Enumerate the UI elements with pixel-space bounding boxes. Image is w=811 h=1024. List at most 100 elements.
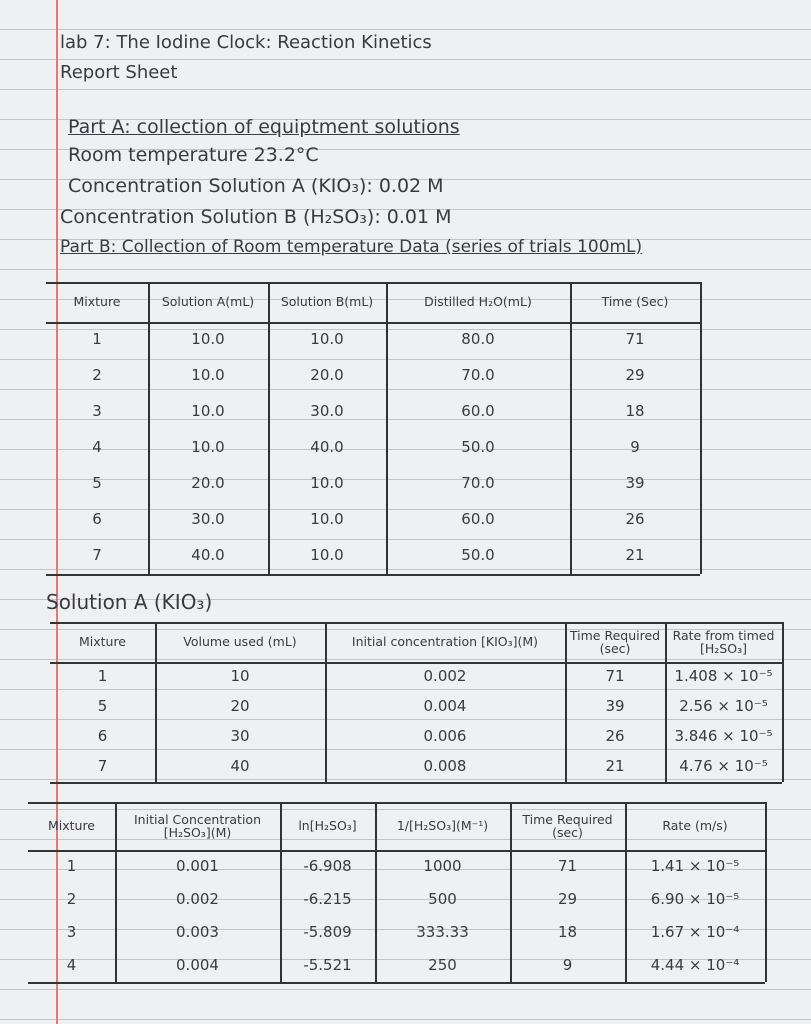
table-cell: 5 [97,697,108,716]
table-cell: 40 [230,757,250,776]
table-header: Time (Sec) [601,294,669,310]
table-cell: 2 [92,366,102,385]
row-rule [46,322,700,324]
section-heading: Solution A (KIO₃) [46,590,213,614]
table-cell: 3 [66,922,77,941]
part-a: Part A: collection of equiptment solutio… [68,116,460,138]
table-cell: 1.67 × 10⁻⁴ [650,922,740,941]
table-cell: 60.0 [461,510,495,529]
table-cell: 6 [92,510,102,529]
column-rule [148,282,150,574]
room-temperature: Room temperature 23.2°C [68,144,319,166]
table-cell: 29 [625,366,645,385]
column-rule [375,802,377,982]
table-cell: 10.0 [310,474,344,493]
table-cell: 4.76 × 10⁻⁵ [679,757,768,776]
table-cell: 7 [97,757,108,776]
table-header: Initial concentration [KIO₃](M) [351,634,539,650]
table-header: Distilled H₂O(mL) [424,294,532,310]
table-cell: 30.0 [191,510,225,529]
table-cell: 4 [66,955,77,974]
table-header: Solution A(mL) [161,294,255,310]
table-cell: 10.0 [191,366,225,385]
table-header: 1/[H₂SO₃](M⁻¹) [396,818,489,834]
table-header: Initial Concentration [H₂SO₃](M) [134,811,261,840]
table-cell: -5.809 [303,922,352,941]
table-cell: -6.908 [303,856,352,875]
table-cell: 6 [97,727,108,746]
column-rule [765,802,767,982]
column-rule [155,622,157,782]
title: lab 7: The Iodine Clock: Reaction Kineti… [60,32,432,53]
column-rule [570,282,572,574]
table-cell: 0.001 [176,856,219,875]
table-cell: 10.0 [191,402,225,421]
table-cell: 71 [605,667,625,686]
table-cell: 21 [605,757,625,776]
table-cell: -6.215 [303,889,352,908]
table-cell: 5 [92,474,102,493]
table-cell: 26 [625,510,645,529]
table-cell: 50.0 [461,546,495,565]
table-cell: 0.004 [423,697,467,716]
table-cell: 10.0 [310,510,344,529]
table-cell: 2.56 × 10⁻⁵ [679,697,768,716]
table-cell: 10 [230,667,250,686]
table-cell: 7 [92,546,102,565]
table-cell: 20.0 [191,474,225,493]
table-cell: 29 [557,889,578,908]
table-cell: 10.0 [310,330,344,349]
column-rule [280,802,282,982]
table-header: Mixture [47,818,96,834]
table-cell: 10.0 [310,546,344,565]
row-rule [28,850,765,852]
table-cell: 9 [630,438,640,457]
part-b: Part B: Collection of Room temperature D… [60,237,643,257]
row-rule [50,782,782,784]
table-header: Rate from timed [H₂SO₃] [672,627,775,656]
row-rule [46,574,700,576]
table-cell: 70.0 [461,474,495,493]
column-rule [700,282,702,574]
table-cell: 71 [557,856,578,875]
table-cell: 3 [92,402,102,421]
table-cell: 39 [625,474,645,493]
table-cell: 71 [625,330,645,349]
column-rule [268,282,270,574]
table-cell: 18 [557,922,578,941]
table-cell: 3.846 × 10⁻⁵ [674,727,773,746]
table-header: Mixture [73,294,121,310]
table-cell: 9 [562,955,573,974]
column-rule [325,622,327,782]
table-cell: 10.0 [191,438,225,457]
concentration-b: Concentration Solution B (H₂SO₃): 0.01 M [60,206,452,228]
table-cell: 39 [605,697,625,716]
table-cell: 60.0 [461,402,495,421]
table-cell: 0.003 [176,922,219,941]
concentration-a: Concentration Solution A (KIO₃): 0.02 M [68,175,444,197]
table-cell: -5.521 [303,955,352,974]
table-cell: 70.0 [461,366,495,385]
table-cell: 0.008 [423,757,467,776]
table-cell: 1 [92,330,102,349]
table-header: Solution B(mL) [280,294,374,310]
table-cell: 1.408 × 10⁻⁵ [674,667,773,686]
table-cell: 40.0 [310,438,344,457]
table-cell: 30.0 [310,402,344,421]
table-header: Time Required (sec) [569,627,661,656]
column-rule [625,802,627,982]
table-header: Rate (m/s) [662,818,728,834]
table-header: Time Required (sec) [522,811,613,840]
table-cell: 30 [230,727,250,746]
table-cell: 80.0 [461,330,495,349]
row-rule [28,982,765,984]
table-cell: 20.0 [310,366,344,385]
row-rule [50,622,782,624]
table-cell: 500 [428,889,457,908]
table-cell: 333.33 [416,922,469,941]
row-rule [46,282,700,284]
row-rule [50,662,782,664]
table-cell: 40.0 [191,546,225,565]
column-rule [510,802,512,982]
